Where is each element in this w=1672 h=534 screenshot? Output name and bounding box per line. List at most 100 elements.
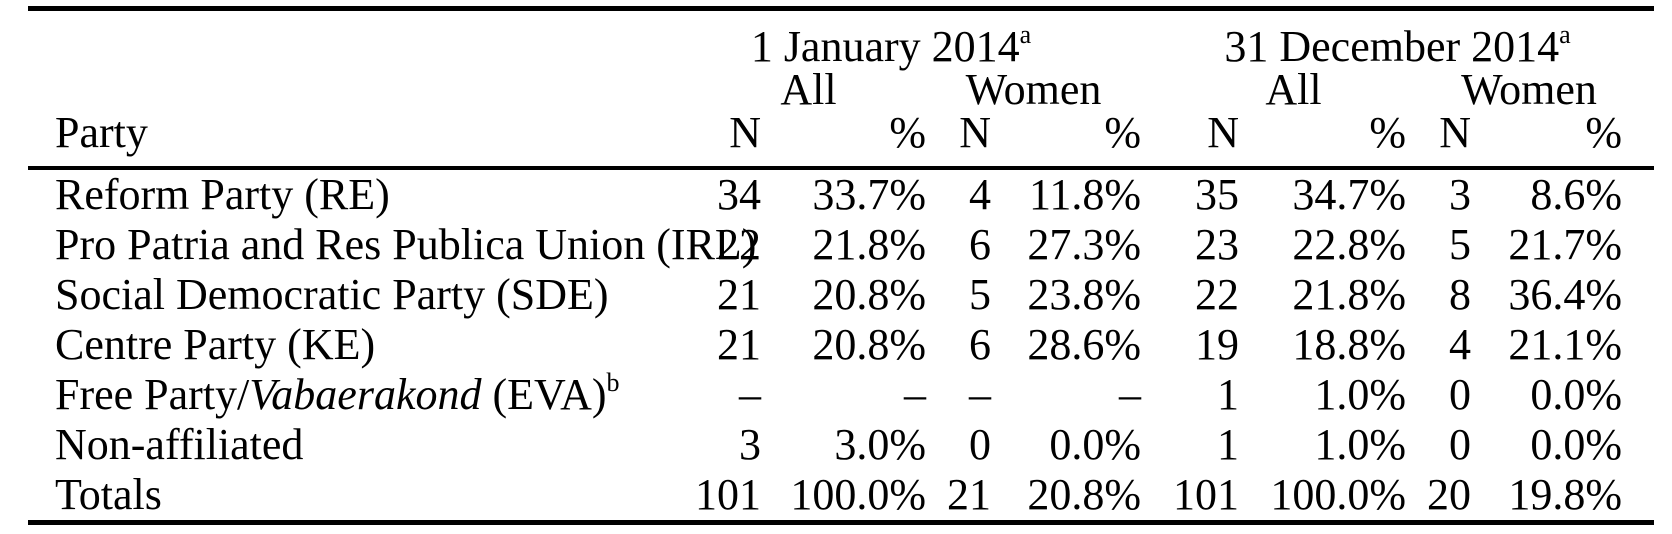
measure-header-n: N (959, 108, 991, 157)
value-cell: 20.8% (812, 320, 926, 369)
party-name-cell: Non-affiliated (28, 420, 641, 470)
value-cell: 1.0% (1314, 420, 1407, 469)
measure-header-pct: % (1369, 108, 1407, 157)
table-row: Social Democratic Party (SDE) 21 20.8% 5 23.… (28, 270, 1654, 320)
table-row: Totals 101 100.0% 21 20.8% 101 100.0% 20 19.8% (28, 470, 1654, 520)
value-cell: 20.8% (1027, 470, 1142, 519)
party-name-text: Pro Patria and Res Publica Union (IRL) (55, 220, 757, 269)
measure-header-n: N (1207, 108, 1240, 157)
party-name-text: Vabaerakond (249, 370, 482, 419)
party-name-text: Free Party/ (55, 370, 250, 419)
measure-header-pct: % (889, 108, 926, 157)
value-cell: 36.4% (1508, 270, 1623, 319)
value-cell: 21 (947, 470, 991, 519)
value-cell: 21 (717, 270, 761, 319)
value-cell: 3.0% (834, 420, 926, 469)
footnote-mark-a: a (1019, 20, 1032, 49)
party-composition-table: 1 January 2014a 31 December 2014a All Wo… (28, 11, 1655, 520)
value-cell: 1 (1217, 370, 1240, 419)
footnote-mark-b: b (606, 368, 620, 397)
party-name-cell: Reform Party (RE) (28, 168, 641, 220)
value-cell: 5 (969, 270, 991, 319)
value-cell: 3 (739, 420, 761, 469)
table-header: 1 January 2014a 31 December 2014a All Wo… (28, 11, 1655, 168)
value-cell: 22 (717, 220, 761, 269)
date-group-december-label: 31 December 2014 (1224, 22, 1560, 71)
table-body: Reform Party (RE) 34 33.7% 4 11.8% 35 34.7% 3 8.… (28, 168, 1654, 520)
value-cell: 20 (1427, 470, 1472, 519)
value-cell: 18.8% (1292, 320, 1407, 369)
value-cell: 101 (695, 470, 761, 519)
party-name-cell: Free Party/Vabaerakond (EVA)b (28, 370, 641, 420)
value-cell: 20.8% (812, 270, 926, 319)
empty-header-cell (28, 11, 641, 68)
value-cell: – (904, 370, 926, 419)
value-cell: 0.0% (1049, 420, 1142, 469)
measure-header-pct: % (1104, 108, 1142, 157)
subgroup-header-row: All Women All Women (28, 65, 1654, 114)
value-cell: 0.0% (1530, 420, 1623, 469)
measure-header-n: N (729, 108, 761, 157)
measure-header-pct: % (1585, 108, 1623, 157)
party-name-cell: Pro Patria and Res Publica Union (IRL) (28, 220, 756, 270)
value-cell: 33.7% (812, 170, 926, 219)
footnote-mark-a: a (1559, 20, 1571, 49)
subgroup-dec-all: All (1265, 65, 1322, 114)
party-column-header: Party (55, 108, 148, 157)
empty-header-cell (28, 68, 641, 111)
value-cell: 21.7% (1508, 220, 1623, 269)
value-cell: – (739, 370, 761, 419)
value-cell: – (1119, 370, 1142, 419)
value-cell: 0 (1449, 370, 1472, 419)
value-cell: 100.0% (1270, 470, 1407, 519)
value-cell: 28.6% (1027, 320, 1142, 369)
value-cell: 6 (969, 320, 991, 369)
value-cell: 8.6% (1530, 170, 1623, 219)
value-cell: 3 (1449, 170, 1472, 219)
value-cell: 23.8% (1027, 270, 1142, 319)
value-cell: 27.3% (1027, 220, 1142, 269)
subgroup-dec-women: Women (1461, 65, 1597, 114)
date-group-header-row: 1 January 2014a 31 December 2014a (28, 11, 1654, 71)
party-name-text: Reform Party (RE) (55, 170, 390, 219)
value-cell: 19 (1195, 320, 1240, 369)
value-cell: 22 (1195, 270, 1240, 319)
value-cell: 35 (1195, 170, 1240, 219)
date-group-december: 31 December 2014a (1141, 11, 1654, 71)
party-name-cell: Totals (28, 470, 641, 520)
value-cell: 1.0% (1314, 370, 1407, 419)
value-cell: 34.7% (1292, 170, 1407, 219)
value-cell: 23 (1195, 220, 1240, 269)
value-cell: 34 (717, 170, 761, 219)
subgroup-jan-women: Women (965, 65, 1102, 114)
value-cell: 100.0% (790, 470, 926, 519)
measure-header-row: Party N % N % N % N % (28, 111, 1654, 168)
table-row: Pro Patria and Res Publica Union (IRL) 22… (28, 220, 1654, 270)
value-cell: 5 (1449, 220, 1472, 269)
value-cell: 21 (717, 320, 761, 369)
value-cell: 101 (1173, 470, 1240, 519)
value-cell: 8 (1449, 270, 1472, 319)
party-name-text: Social Democratic Party (SDE) (55, 270, 609, 319)
value-cell: 4 (969, 170, 991, 219)
value-cell: 0 (1449, 420, 1472, 469)
party-name-text: (EVA) (481, 370, 607, 419)
table-row: Reform Party (RE) 34 33.7% 4 11.8% 35 34.7% 3 8.… (28, 168, 1654, 220)
value-cell: – (969, 370, 991, 419)
value-cell: 4 (1449, 320, 1472, 369)
value-cell: 22.8% (1292, 220, 1407, 269)
party-name-cell: Social Democratic Party (SDE) (28, 270, 641, 320)
table-row: Non-affiliated 3 3.0% 0 0.0% 1 1.0% 0 0.0% (28, 420, 1654, 470)
measure-header-n: N (1439, 108, 1472, 157)
party-name-text: Totals (55, 470, 162, 519)
value-cell: 21.1% (1508, 320, 1623, 369)
value-cell: 11.8% (1028, 170, 1142, 219)
party-name-text: Non-affiliated (55, 420, 304, 469)
value-cell: 21.8% (812, 220, 926, 269)
subgroup-jan-all: All (780, 65, 837, 114)
value-cell: 1 (1217, 420, 1240, 469)
value-cell: 19.8% (1508, 470, 1623, 519)
table-row: Centre Party (KE) 21 20.8% 6 28.6% 19 18.8% 4 21… (28, 320, 1654, 370)
party-composition-table-frame: 1 January 2014a 31 December 2014a All Wo… (28, 6, 1655, 525)
value-cell: 0.0% (1530, 370, 1623, 419)
